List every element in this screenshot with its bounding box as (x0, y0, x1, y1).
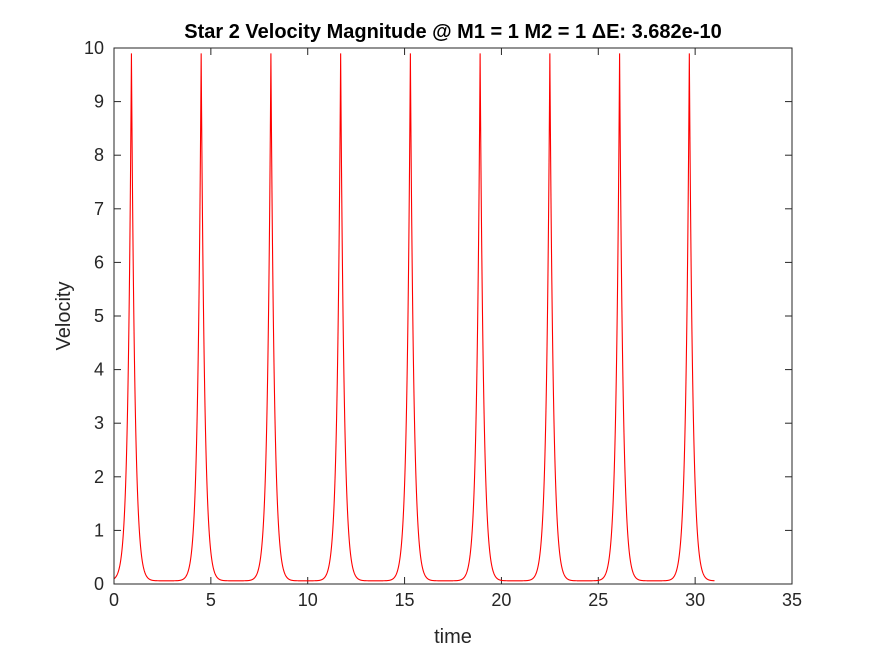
y-tick-label: 7 (94, 199, 104, 219)
y-tick-label: 10 (84, 38, 104, 58)
x-tick-label: 35 (782, 590, 802, 610)
y-tick-label: 9 (94, 92, 104, 112)
x-tick-label: 0 (109, 590, 119, 610)
y-tick-label: 6 (94, 252, 104, 272)
y-axis-label: Velocity (53, 282, 75, 351)
y-tick-label: 4 (94, 360, 104, 380)
x-tick-label: 10 (298, 590, 318, 610)
series-layer (113, 53, 715, 582)
y-tick-label: 8 (94, 145, 104, 165)
y-tick-label: 0 (94, 574, 104, 594)
x-tick-label: 5 (206, 590, 216, 610)
x-axis-label: time (434, 626, 472, 648)
series-line-velocity (113, 53, 715, 582)
x-tick-label: 20 (491, 590, 511, 610)
y-tick-label: 1 (94, 520, 104, 540)
y-tick-label: 2 (94, 467, 104, 487)
x-tick-label: 30 (685, 590, 705, 610)
tick-labels-layer: 0 5 10 15 20 25 30 35 0 1 2 3 4 5 6 7 8 9 10 (84, 38, 802, 610)
axes-box (113, 47, 793, 585)
y-tick-label: 3 (94, 413, 104, 433)
x-tick-label: 25 (588, 590, 608, 610)
y-tick-label: 5 (94, 306, 104, 326)
x-tick-label: 15 (395, 590, 415, 610)
chart-title: Star 2 Velocity Magnitude @ M1 = 1 M2 = … (184, 21, 721, 43)
